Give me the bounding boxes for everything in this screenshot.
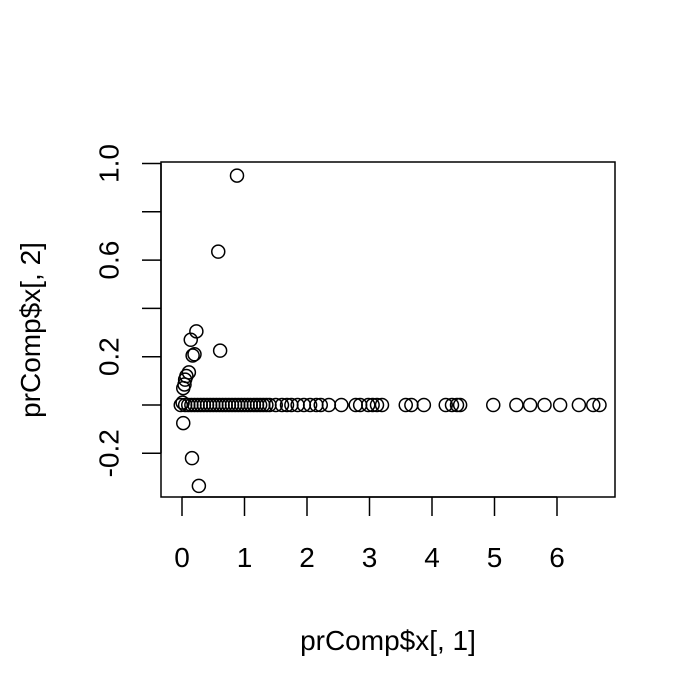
data-point: [212, 343, 228, 358]
plot-box: [160, 161, 616, 498]
data-point: [369, 397, 385, 413]
data-point: [486, 397, 501, 413]
data-point: [365, 397, 380, 413]
data-point: [279, 397, 295, 413]
data-point: [509, 397, 524, 413]
data-point: [321, 397, 337, 413]
data-point: [522, 397, 538, 413]
data-point: [177, 372, 193, 387]
data-point: [211, 244, 226, 259]
data-point: [586, 397, 601, 413]
y-tick-label: 0.2: [93, 337, 124, 376]
y-tick-label: 1.0: [93, 144, 124, 183]
y-tick-label: 0.6: [93, 241, 124, 280]
data-point: [229, 168, 245, 183]
data-point: [571, 397, 587, 413]
y-axis: -0.2 0.2 0.6 1.0: [93, 144, 162, 477]
data-points: [173, 168, 607, 494]
data-point: [592, 397, 607, 413]
data-point: [537, 397, 552, 413]
data-point: [334, 397, 349, 413]
data-point: [176, 415, 191, 431]
x-tick-label: 3: [362, 542, 378, 573]
data-point: [176, 380, 191, 396]
data-point: [552, 397, 568, 413]
data-point: [302, 397, 318, 413]
x-tick-label: 0: [174, 542, 190, 573]
data-point: [374, 397, 390, 413]
data-point: [398, 397, 413, 413]
y-tick-label: -0.2: [93, 429, 124, 477]
x-tick-label: 5: [487, 542, 503, 573]
data-point: [184, 450, 200, 466]
x-axis-label: prComp$x[, 1]: [300, 625, 476, 656]
data-point: [274, 397, 290, 413]
x-axis: 0 1 2 3 4 5 6: [174, 496, 565, 573]
data-point: [191, 478, 207, 494]
data-point: [416, 397, 432, 413]
data-point: [313, 397, 328, 413]
data-point: [187, 347, 202, 362]
data-point: [452, 397, 468, 413]
data-point: [438, 397, 453, 413]
data-point: [444, 397, 460, 413]
data-point: [185, 348, 200, 363]
data-point: [183, 332, 198, 348]
x-tick-label: 4: [424, 542, 440, 573]
x-tick-label: 1: [237, 542, 253, 573]
y-axis-label: prComp$x[, 2]: [15, 242, 46, 418]
x-tick-label: 6: [549, 542, 565, 573]
data-point: [268, 397, 283, 413]
x-tick-label: 2: [299, 542, 315, 573]
